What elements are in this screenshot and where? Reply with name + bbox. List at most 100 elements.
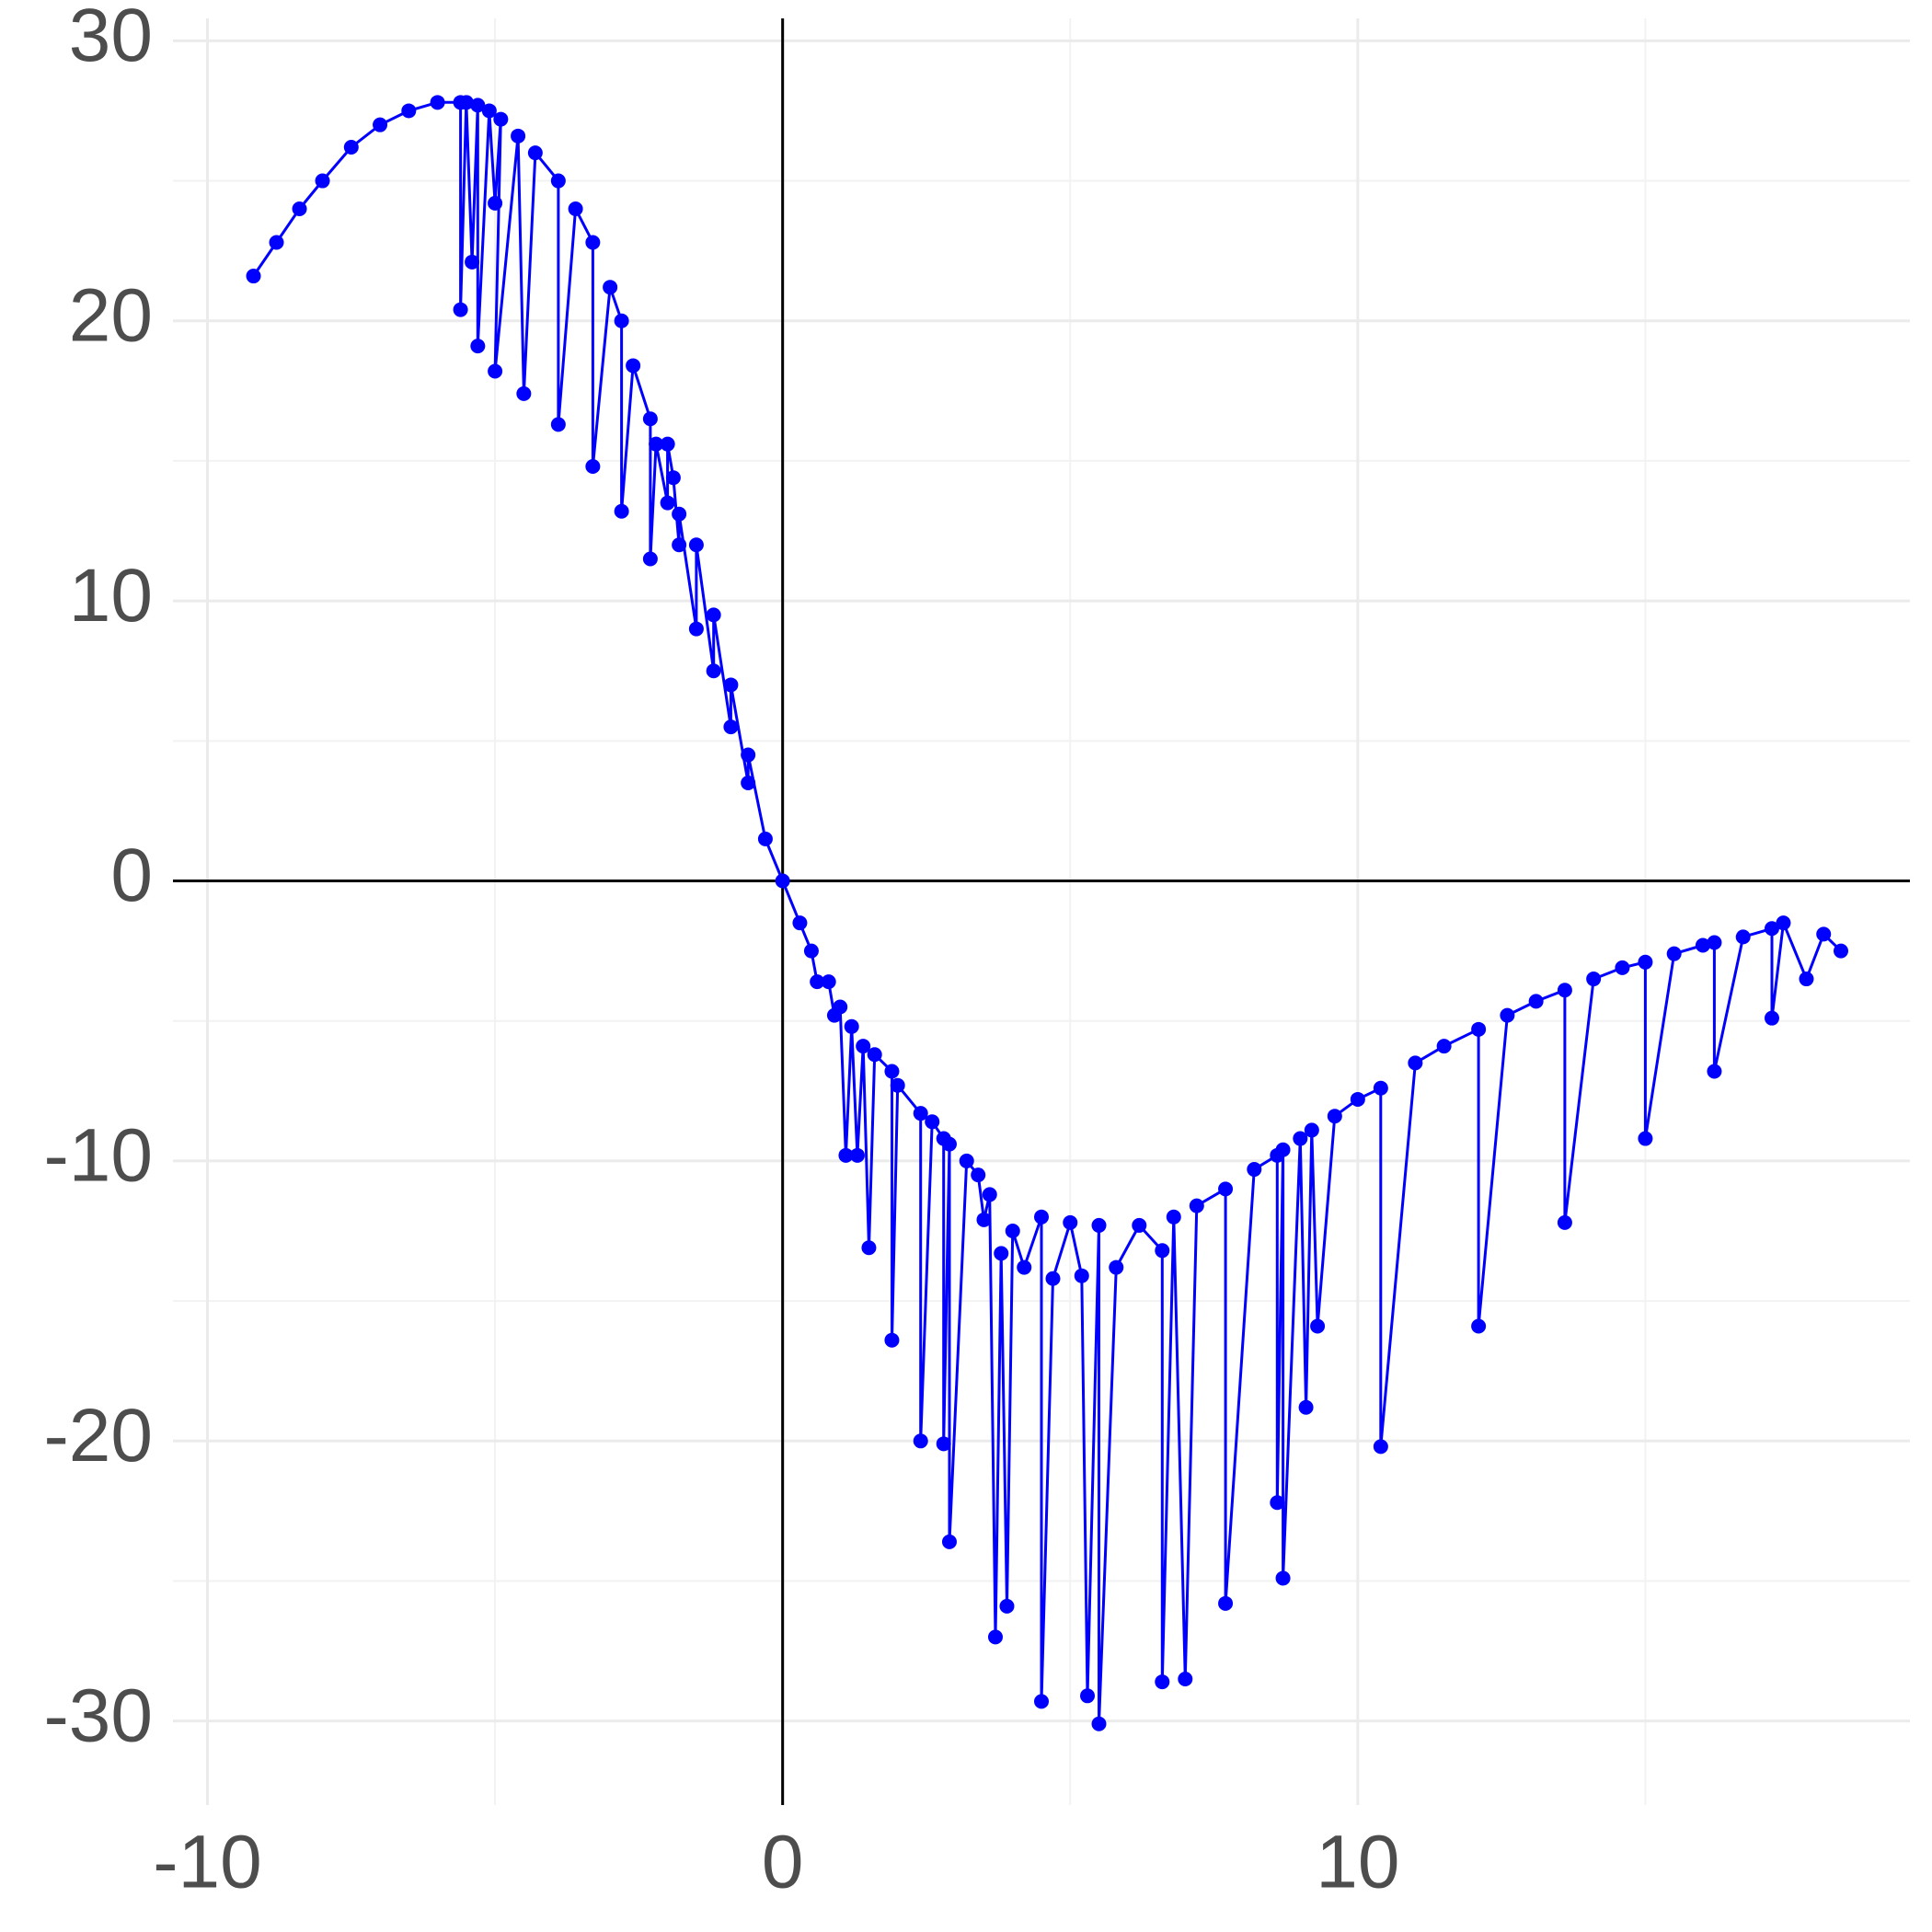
point <box>343 140 359 155</box>
point <box>493 111 509 127</box>
point <box>856 1039 871 1054</box>
x-tick-label: 0 <box>762 1821 804 1904</box>
point <box>511 128 526 144</box>
point <box>1109 1259 1124 1275</box>
point <box>1615 960 1630 975</box>
point <box>1034 1694 1049 1709</box>
point <box>401 103 417 119</box>
point <box>1005 1224 1020 1239</box>
point <box>660 495 675 511</box>
point <box>1816 926 1832 942</box>
point <box>614 313 629 328</box>
point <box>1707 935 1722 950</box>
y-tick-label: -30 <box>43 1673 153 1757</box>
point <box>1373 1439 1388 1455</box>
point <box>1218 1181 1234 1197</box>
point <box>723 677 739 693</box>
point <box>1155 1243 1170 1259</box>
point <box>1293 1131 1308 1146</box>
point <box>1304 1122 1319 1138</box>
point <box>488 195 503 211</box>
point <box>792 915 808 931</box>
point <box>890 1077 905 1093</box>
point <box>757 831 773 846</box>
point <box>1270 1495 1285 1511</box>
point <box>568 201 583 216</box>
point <box>982 1187 997 1202</box>
point <box>925 1114 940 1130</box>
point <box>803 943 819 959</box>
point <box>1091 1217 1107 1233</box>
point <box>1833 943 1848 959</box>
point <box>1310 1318 1326 1334</box>
point <box>1799 972 1814 987</box>
point <box>1132 1217 1147 1233</box>
point <box>1500 1007 1515 1023</box>
point <box>1034 1209 1049 1225</box>
x-tick-label: -10 <box>153 1821 262 1904</box>
point <box>1471 1318 1487 1334</box>
point <box>614 503 629 519</box>
point <box>706 663 721 679</box>
y-tick-label: 10 <box>69 554 153 638</box>
point <box>470 339 486 354</box>
point <box>1373 1080 1388 1096</box>
point <box>971 1167 986 1183</box>
point <box>1528 994 1544 1009</box>
point <box>481 103 497 119</box>
point <box>585 459 601 475</box>
point <box>672 506 687 522</box>
point <box>1638 1131 1653 1146</box>
point <box>1586 972 1602 987</box>
y-tick-label: 0 <box>110 834 153 917</box>
point <box>1735 929 1751 945</box>
point <box>1764 921 1779 937</box>
point <box>1247 1162 1262 1178</box>
point <box>626 358 641 374</box>
point <box>688 537 704 553</box>
point <box>1080 1688 1096 1704</box>
point <box>1063 1214 1078 1230</box>
point <box>465 254 480 270</box>
point <box>999 1598 1015 1614</box>
point <box>649 436 664 452</box>
point <box>936 1436 951 1452</box>
point <box>884 1332 900 1348</box>
point <box>315 173 330 189</box>
point <box>660 436 675 452</box>
tick-labels: -10 0 10 -30 -20 -10 0 10 20 30 <box>43 0 1399 1904</box>
point <box>665 470 681 486</box>
point <box>1178 1672 1193 1687</box>
point <box>458 95 474 110</box>
point <box>941 1136 957 1152</box>
point <box>723 719 739 735</box>
point <box>1471 1021 1487 1037</box>
point <box>1408 1055 1423 1071</box>
point <box>867 1047 882 1063</box>
point <box>1666 946 1682 961</box>
point <box>941 1534 957 1549</box>
point <box>246 269 261 284</box>
point <box>1707 1064 1722 1079</box>
point <box>1218 1595 1234 1611</box>
point <box>688 621 704 637</box>
point <box>1045 1271 1061 1286</box>
point <box>603 280 618 295</box>
point <box>527 145 543 161</box>
point <box>976 1212 992 1227</box>
y-tick-label: 20 <box>69 273 153 357</box>
point <box>821 974 836 990</box>
point <box>430 95 445 110</box>
point <box>959 1153 974 1168</box>
point <box>1074 1268 1089 1283</box>
point <box>741 775 756 790</box>
point <box>1695 937 1710 953</box>
point <box>775 873 790 889</box>
line <box>252 100 1843 1726</box>
point <box>1327 1109 1342 1124</box>
point <box>884 1064 900 1079</box>
point <box>1275 1570 1291 1586</box>
point <box>861 1240 877 1256</box>
